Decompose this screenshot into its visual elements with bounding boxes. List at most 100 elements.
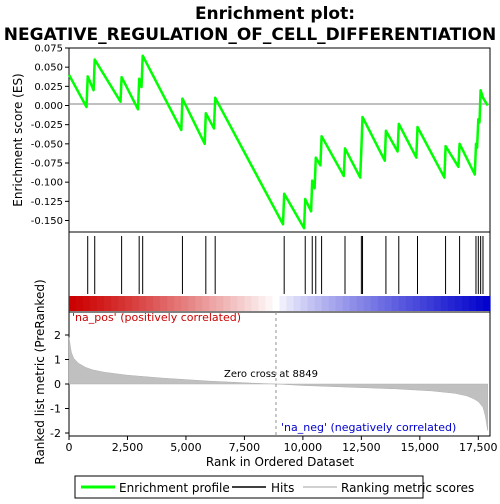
hits-marks — [87, 236, 484, 294]
chart-title-line-1: Enrichment plot: — [195, 4, 355, 24]
colorbar-segment — [314, 296, 323, 311]
metric-y-tick-label: -1 — [50, 403, 61, 416]
x-tick-label: 7,500 — [229, 441, 261, 454]
colorbar-segment — [433, 296, 442, 311]
colorbar-segment — [223, 296, 231, 311]
colorbar-segment — [216, 296, 224, 311]
metric-y-tick-label: 1 — [54, 354, 61, 367]
colorbar-segment — [356, 296, 365, 311]
colorbar-segment — [419, 296, 428, 311]
es-y-tick-label: -0.150 — [31, 216, 63, 227]
es-y-tick-label: 0.075 — [34, 44, 63, 55]
ranked-metric-area — [68, 337, 488, 431]
chart-title-line-2: NEGATIVE_REGULATION_OF_CELL_DIFFERENTIAT… — [4, 25, 496, 45]
colorbar-segment — [181, 296, 189, 311]
colorbar-segment — [118, 296, 126, 311]
metric-y-axis: 2 1 0 -1 -2 — [50, 329, 69, 440]
colorbar-segment — [139, 296, 147, 311]
colorbar-segment — [153, 296, 161, 311]
es-y-tick-label: 0.000 — [34, 101, 63, 112]
es-y-tick-label: -0.025 — [31, 120, 63, 131]
colorbar-segment — [342, 296, 351, 311]
colorbar-segment — [202, 296, 210, 311]
rank-colorbar — [69, 296, 491, 311]
colorbar-segment — [83, 296, 91, 311]
es-y-tick-label: -0.100 — [31, 178, 63, 189]
colorbar-segment — [475, 296, 484, 311]
metric-y-axis-label: Ranked list metric (PreRanked) — [33, 279, 47, 464]
colorbar-segment — [405, 296, 414, 311]
colorbar-segment — [104, 296, 112, 311]
colorbar-segment — [468, 296, 477, 311]
legend-metric-label: Ranking metric scores — [341, 481, 474, 495]
colorbar-segment — [363, 296, 372, 311]
colorbar-segment — [209, 296, 217, 311]
positive-correlation-label: 'na_pos' (positively correlated) — [72, 311, 241, 324]
rank-x-axis: 0 2,500 5,000 7,500 10,000 12,500 15,000 17,500 — [66, 436, 498, 454]
colorbar-segment — [454, 296, 463, 311]
colorbar-segment — [258, 296, 267, 311]
colorbar-segment — [328, 296, 337, 311]
colorbar-segment — [195, 296, 203, 311]
colorbar-segment — [237, 296, 246, 311]
colorbar-segment — [188, 296, 196, 311]
colorbar-segment — [76, 296, 84, 311]
colorbar-segment — [447, 296, 456, 311]
colorbar-segment — [349, 296, 358, 311]
colorbar-segment — [426, 296, 435, 311]
es-panel-frame — [68, 47, 491, 233]
rank-x-axis-label: Rank in Ordered Dataset — [206, 455, 354, 469]
es-y-tick-label: -0.125 — [31, 197, 63, 208]
es-y-tick-label: 0.050 — [34, 63, 63, 74]
x-tick-label: 5,000 — [170, 441, 202, 454]
enrichment-profile-line — [67, 54, 489, 230]
x-tick-label: 15,000 — [401, 441, 440, 454]
legend-hits-label: Hits — [271, 481, 294, 495]
x-tick-label: 17,500 — [459, 441, 498, 454]
colorbar-segment — [384, 296, 393, 311]
colorbar-segment — [125, 296, 133, 311]
colorbar-segment — [174, 296, 182, 311]
colorbar-segment — [167, 296, 175, 311]
x-tick-label: 0 — [66, 441, 73, 454]
colorbar-segment — [300, 296, 309, 311]
colorbar-segment — [370, 296, 379, 311]
x-tick-label: 2,500 — [112, 441, 144, 454]
colorbar-segment — [160, 296, 168, 311]
colorbar-segment — [335, 296, 344, 311]
es-y-axis-label: Enrichment score (ES) — [11, 73, 25, 206]
colorbar-segment — [97, 296, 105, 311]
metric-y-tick-label: 0 — [54, 378, 61, 391]
x-tick-label: 12,500 — [342, 441, 381, 454]
colorbar-segment — [69, 296, 77, 311]
es-y-tick-label: -0.075 — [31, 159, 63, 170]
colorbar-segment — [265, 296, 274, 311]
colorbar-segment — [111, 296, 119, 311]
colorbar-segment — [279, 296, 288, 311]
es-y-tick-label: 0.025 — [34, 82, 63, 93]
metric-panel-frame — [68, 311, 491, 437]
negative-correlation-label: 'na_neg' (negatively correlated) — [281, 421, 456, 434]
colorbar-segment — [146, 296, 154, 311]
colorbar-segment — [461, 296, 470, 311]
colorbar-segment — [321, 296, 330, 311]
colorbar-segment — [90, 296, 98, 311]
colorbar-segment — [230, 296, 238, 311]
legend-enrichment-label: Enrichment profile — [119, 481, 230, 495]
metric-y-tick-label: 2 — [54, 329, 61, 342]
colorbar-segment — [307, 296, 316, 311]
metric-y-tick-label: -2 — [50, 427, 61, 440]
colorbar-segment — [391, 296, 400, 311]
colorbar-segment — [293, 296, 302, 311]
colorbar-segment — [132, 296, 140, 311]
colorbar-segment — [244, 296, 253, 311]
x-tick-label: 10,000 — [284, 441, 323, 454]
colorbar-segment — [398, 296, 407, 311]
colorbar-segment — [440, 296, 449, 311]
colorbar-segment — [412, 296, 421, 311]
es-y-axis: 0.075 0.050 0.025 0.000 -0.025 -0.050 -0.075 -0… — [31, 44, 69, 227]
zero-cross-label: Zero cross at 8849 — [224, 369, 318, 380]
colorbar-segment — [272, 296, 281, 311]
